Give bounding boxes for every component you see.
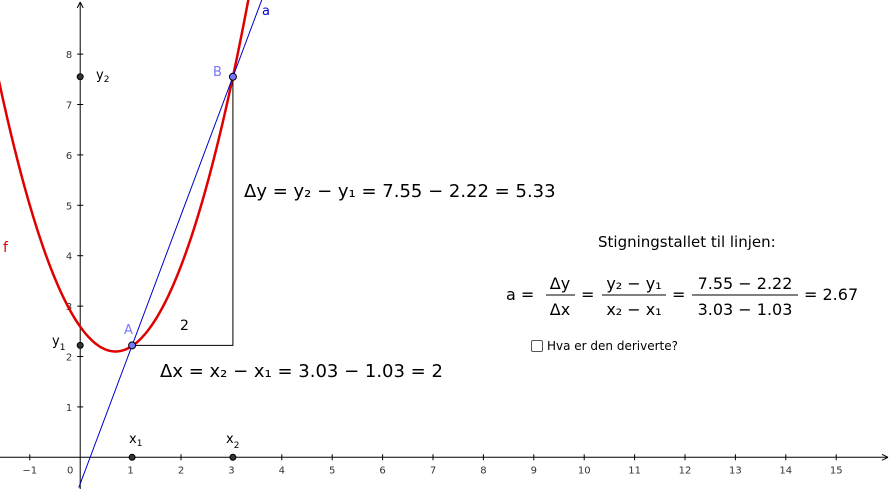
x-tick-label: 12 <box>679 465 692 476</box>
y1-label: y1 <box>52 334 65 353</box>
x-tick-label: 14 <box>779 465 792 476</box>
x-tick-label: 11 <box>628 465 641 476</box>
y-tick-label: 4 <box>66 252 72 263</box>
function-label: f <box>3 240 9 256</box>
slope-result: = 2.67 <box>804 285 858 304</box>
secant-line-a <box>78 0 263 488</box>
x-tick-label: 1 <box>127 465 133 476</box>
y-axis-arrow <box>76 1 84 9</box>
plot-area <box>0 0 263 488</box>
x-tick-label: 13 <box>729 465 742 476</box>
point-a-label: A <box>124 323 133 338</box>
frac3-den: 3.03 − 1.03 <box>698 300 793 319</box>
y1-point <box>76 341 84 349</box>
frac1-num: Δy <box>550 274 570 293</box>
derivative-checkbox[interactable] <box>531 340 543 352</box>
eq-2: = <box>672 285 685 304</box>
x-tick-label: 9 <box>531 465 537 476</box>
derivative-checkbox-label[interactable]: Hva er den deriverte? <box>547 339 678 353</box>
x-tick-label: 10 <box>578 465 591 476</box>
x-axis-arrow <box>881 453 889 461</box>
x1-point <box>128 453 136 461</box>
frac2-num: y₂ − y₁ <box>606 274 661 293</box>
derivative-checkbox-row[interactable]: Hva er den deriverte? <box>531 339 678 353</box>
frac3-num: 7.55 − 2.22 <box>698 274 793 293</box>
frac1-den: Δx <box>550 300 570 319</box>
frac2-den: x₂ − x₁ <box>606 300 661 319</box>
y-tick-label: 1 <box>66 403 72 414</box>
x2-point <box>229 453 237 461</box>
delta-y-text: Δy = y₂ − y₁ = 7.55 − 2.22 = 5.33 <box>244 181 556 202</box>
function-curve-f <box>0 0 250 353</box>
slope-title: Stigningstallet til linjen: <box>598 233 776 251</box>
slope-formula: a = Δy Δx = y₂ − y₁ x₂ − x₁ = 7.55 − 2.2… <box>506 274 858 319</box>
slope-triangle <box>132 76 234 346</box>
point-a <box>128 341 137 350</box>
point-b <box>228 72 237 81</box>
point-b-label: B <box>213 65 222 80</box>
eq-1: = <box>581 285 594 304</box>
x-tick-label: 4 <box>279 465 285 476</box>
x1-label: x1 <box>129 432 142 449</box>
origin-label: 0 <box>67 465 73 476</box>
delta-x-text: Δx = x₂ − x₁ = 3.03 − 1.03 = 2 <box>160 361 443 382</box>
slope-a: a = <box>506 285 534 304</box>
y2-point <box>76 73 84 81</box>
x-tick-label: 8 <box>480 465 486 476</box>
y-tick-label: 5 <box>66 201 72 212</box>
x-tick-label: 3 <box>228 465 234 476</box>
x-tick-label: −1 <box>22 465 37 476</box>
x-tick-label: 2 <box>178 465 184 476</box>
y-tick-label: 7 <box>66 101 72 112</box>
run-label: 2 <box>180 318 189 334</box>
y2-label: y2 <box>96 68 109 85</box>
x-tick-label: 15 <box>830 465 843 476</box>
line-label: a <box>262 4 270 19</box>
y-tick-label: 6 <box>66 151 72 162</box>
y-tick-label: 8 <box>66 50 72 61</box>
x2-label: x2 <box>226 432 239 451</box>
x-tick-label: 6 <box>379 465 385 476</box>
x-tick-label: 5 <box>329 465 335 476</box>
x-tick-label: 7 <box>430 465 436 476</box>
y-tick-label: 2 <box>66 353 72 364</box>
